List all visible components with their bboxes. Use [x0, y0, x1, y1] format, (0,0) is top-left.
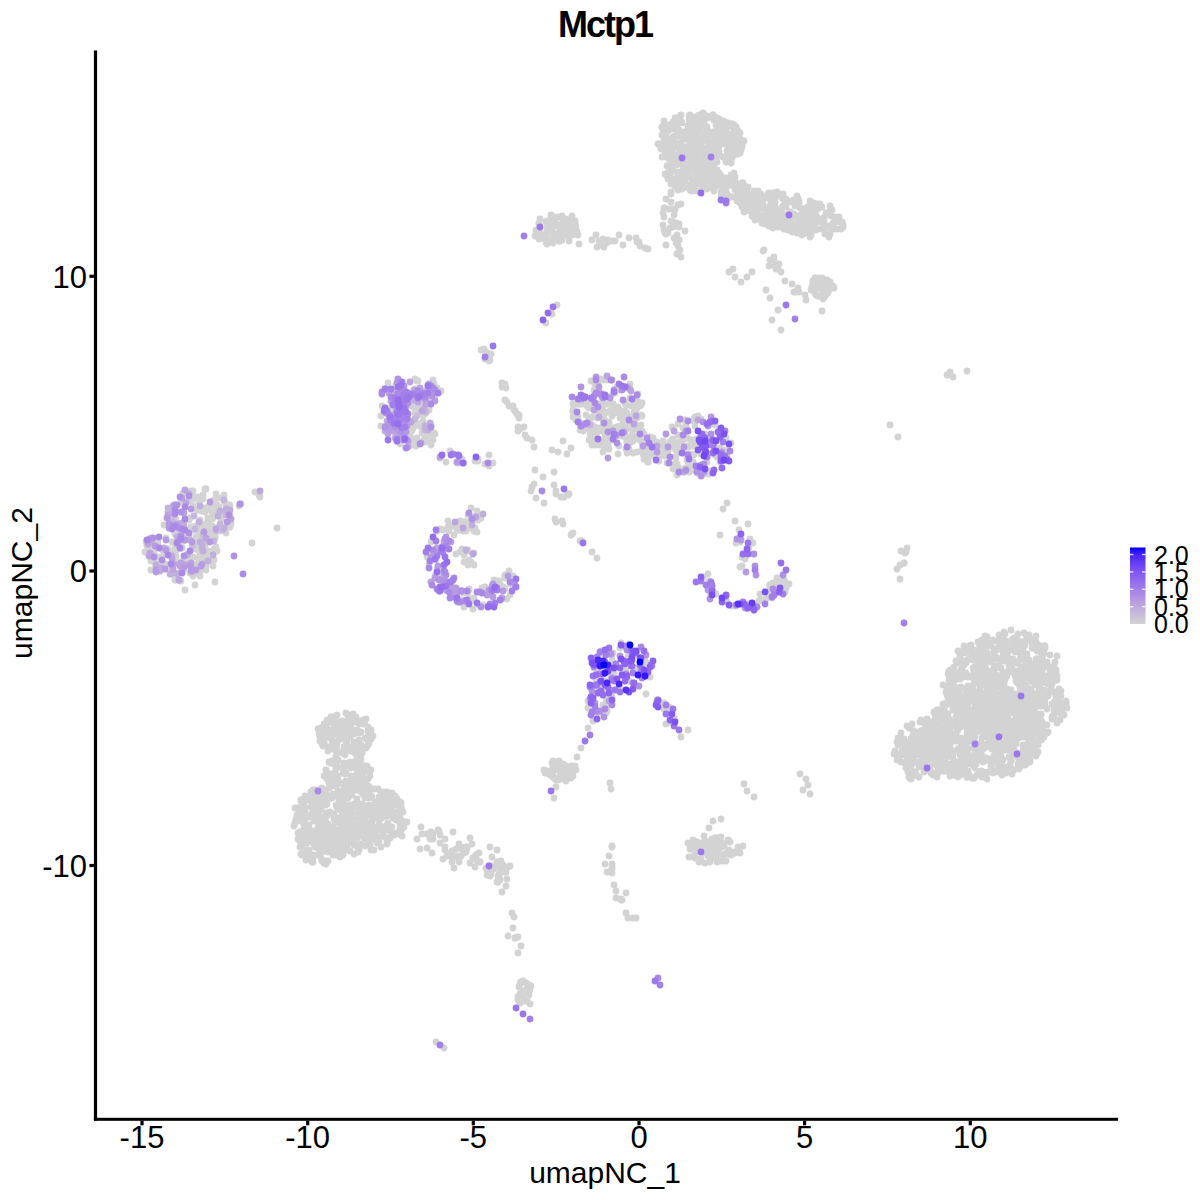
svg-text:Mctp1: Mctp1: [558, 4, 654, 45]
svg-text:0: 0: [70, 554, 87, 589]
svg-text:0.0: 0.0: [1154, 610, 1189, 638]
svg-text:10: 10: [53, 260, 87, 295]
svg-text:-10: -10: [285, 1120, 330, 1155]
svg-text:umapNC_2: umapNC_2: [5, 507, 38, 659]
svg-text:10: 10: [953, 1120, 987, 1155]
svg-text:-15: -15: [120, 1120, 165, 1155]
svg-text:-10: -10: [42, 849, 87, 884]
svg-text:0: 0: [630, 1120, 647, 1155]
svg-text:5: 5: [796, 1120, 813, 1155]
svg-text:umapNC_1: umapNC_1: [529, 1156, 681, 1189]
svg-text:-5: -5: [460, 1120, 488, 1155]
